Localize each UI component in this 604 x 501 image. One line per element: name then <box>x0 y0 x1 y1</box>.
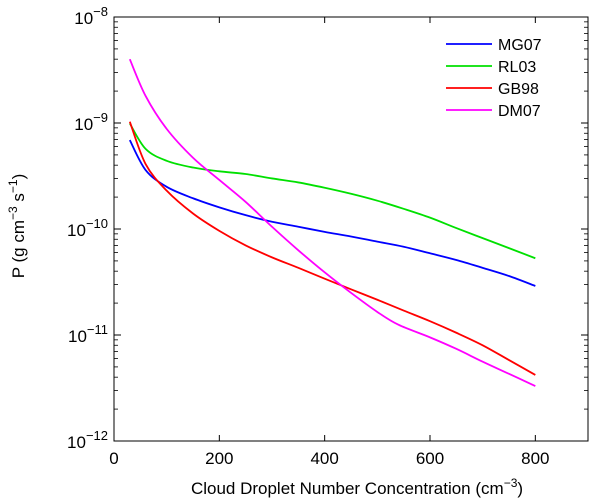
plot-background <box>114 17 588 441</box>
legend: MG07 RL03 GB98 DM07 <box>446 37 542 120</box>
legend-label-gb98: GB98 <box>498 81 539 98</box>
series-layer <box>128 58 536 387</box>
axes-layer: 0 200 400 600 800 10−12 10−11 10−10 10−9 10−8 <box>67 4 589 468</box>
y-axis-title: P (g cm−3 s−1) <box>6 174 28 279</box>
y-axis-title-text: P (g cm <box>9 220 28 278</box>
y-axis-title-superscript-2: −1 <box>6 179 20 193</box>
x-axis-title: Cloud Droplet Number Concentration (cm−3… <box>191 476 523 498</box>
y-tick-label: 10−10 <box>67 216 108 240</box>
x-tick-label: 400 <box>310 449 338 468</box>
x-axis-title-suffix: ) <box>517 479 523 498</box>
series-line-rl03 <box>129 122 536 260</box>
series-line-dm07 <box>128 58 536 387</box>
x-tick-label: 200 <box>205 449 233 468</box>
y-axis-title-superscript-1: −3 <box>6 206 20 220</box>
plot-area <box>114 17 588 441</box>
x-tick-label: 0 <box>109 449 118 468</box>
y-tick-label: 10−12 <box>67 428 108 452</box>
series-line-mg07 <box>129 139 536 287</box>
y-axis-title-middle: s <box>9 193 28 206</box>
y-tick-label: 10−9 <box>74 110 108 134</box>
x-axis-title-superscript: −3 <box>504 476 518 490</box>
y-tick-label: 10−8 <box>74 4 108 28</box>
series-line-gb98 <box>128 121 536 376</box>
legend-label-dm07: DM07 <box>498 103 541 120</box>
x-tick-label: 600 <box>416 449 444 468</box>
x-axis-title-text: Cloud Droplet Number Concentration (cm <box>191 479 504 498</box>
y-tick-label: 10−11 <box>68 322 108 346</box>
legend-label-rl03: RL03 <box>498 59 536 76</box>
x-tick-label: 800 <box>521 449 549 468</box>
legend-label-mg07: MG07 <box>498 37 542 54</box>
y-axis-title-suffix: ) <box>9 174 28 180</box>
